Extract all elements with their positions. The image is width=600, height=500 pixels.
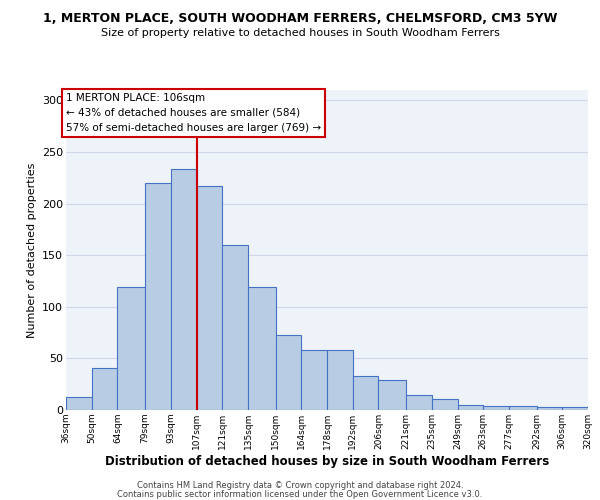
Bar <box>562 407 588 410</box>
Bar <box>92 368 118 410</box>
Text: Size of property relative to detached houses in South Woodham Ferrers: Size of property relative to detached ho… <box>101 28 499 38</box>
Bar <box>118 287 145 410</box>
Bar <box>171 170 197 410</box>
Bar <box>145 183 171 410</box>
Bar <box>248 287 275 410</box>
Bar <box>275 334 301 410</box>
Bar <box>432 398 458 410</box>
Bar <box>509 406 536 410</box>
Bar <box>483 406 509 410</box>
Bar <box>66 396 92 410</box>
Bar <box>406 394 432 410</box>
Text: 1 MERTON PLACE: 106sqm
← 43% of detached houses are smaller (584)
57% of semi-de: 1 MERTON PLACE: 106sqm ← 43% of detached… <box>66 93 321 132</box>
Bar <box>197 186 222 410</box>
Bar <box>458 405 483 410</box>
Y-axis label: Number of detached properties: Number of detached properties <box>26 162 37 338</box>
Text: 1, MERTON PLACE, SOUTH WOODHAM FERRERS, CHELMSFORD, CM3 5YW: 1, MERTON PLACE, SOUTH WOODHAM FERRERS, … <box>43 12 557 26</box>
Text: Contains public sector information licensed under the Open Government Licence v3: Contains public sector information licen… <box>118 490 482 499</box>
Bar <box>222 245 248 410</box>
Bar <box>536 407 562 410</box>
X-axis label: Distribution of detached houses by size in South Woodham Ferrers: Distribution of detached houses by size … <box>105 454 549 468</box>
Bar <box>301 350 327 410</box>
Bar <box>379 380 406 410</box>
Bar <box>327 350 353 410</box>
Text: Contains HM Land Registry data © Crown copyright and database right 2024.: Contains HM Land Registry data © Crown c… <box>137 481 463 490</box>
Bar <box>353 376 379 410</box>
